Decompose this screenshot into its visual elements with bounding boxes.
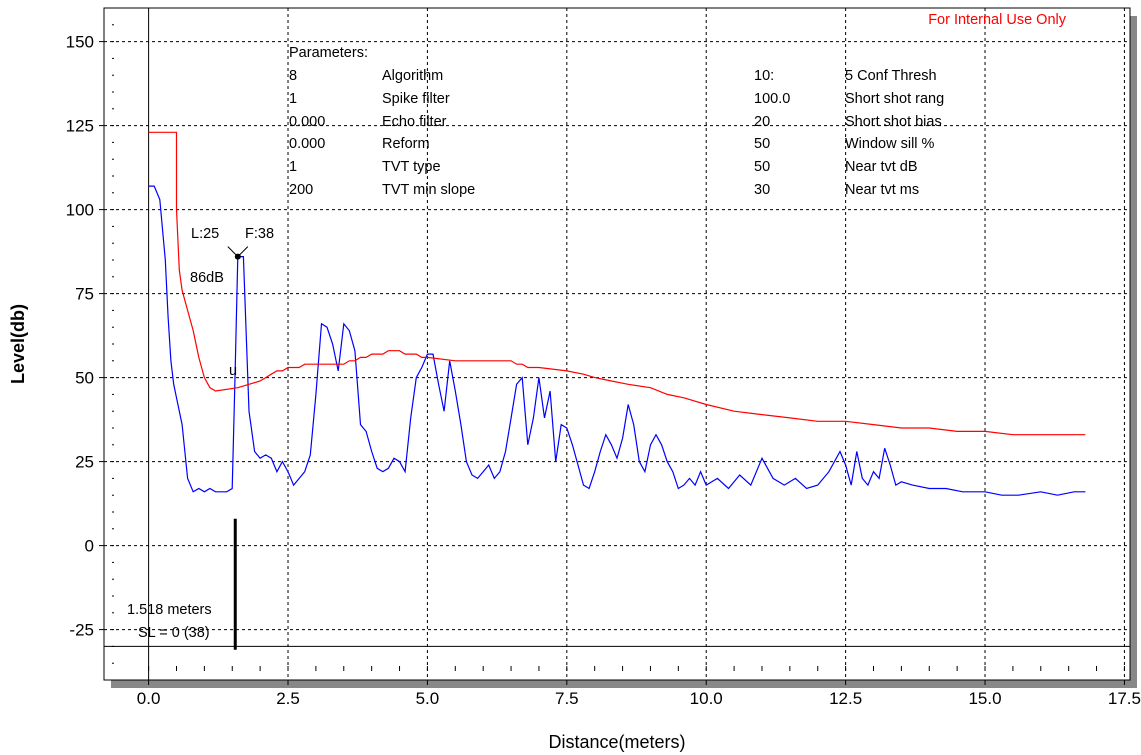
y-tick-label: 25: [75, 453, 94, 472]
x-tick-label: 12.5: [829, 689, 862, 708]
param-left-name: Echo filter: [382, 114, 447, 130]
echo-left-label: L:25: [191, 226, 219, 242]
parameters-panel: Parameters: 8 Algorithm 1 Spike filter 0…: [289, 45, 944, 198]
param-right-value: 30: [754, 182, 770, 198]
x-tick-label: 10.0: [690, 689, 723, 708]
grid-lines: [104, 7, 1130, 681]
param-left-name: TVT type: [382, 159, 441, 175]
sl-label: SL = 0 (38): [138, 625, 210, 641]
param-right-name: Short shot bias: [845, 114, 942, 130]
param-left-name: Algorithm: [382, 68, 443, 84]
param-right-name: Short shot rang: [845, 91, 944, 107]
distance-label: 1.518 meters: [127, 602, 212, 618]
parameters-heading: Parameters:: [289, 45, 368, 61]
param-left-name: Reform: [382, 136, 430, 152]
param-left-value: 8: [289, 68, 297, 84]
y-tick-label: 100: [66, 201, 94, 220]
internal-use-notice: For Internal Use Only: [928, 12, 1067, 28]
param-left-value: 0.000: [289, 136, 325, 152]
param-left-value: 1: [289, 91, 297, 107]
y-tick-label: 125: [66, 117, 94, 136]
param-left-value: 200: [289, 182, 313, 198]
param-left-name: Spike filter: [382, 91, 450, 107]
param-right-name: Window sill %: [845, 136, 935, 152]
window-mark-label: u: [229, 363, 237, 379]
param-right-value: 50: [754, 136, 770, 152]
echo-level-label: 86dB: [190, 270, 224, 286]
zero-axes: [104, 8, 1130, 680]
x-tick-label: 2.5: [276, 689, 300, 708]
x-tick-label: 17.5: [1108, 689, 1141, 708]
param-left-value: 0.000: [289, 114, 325, 130]
param-left-value: 1: [289, 159, 297, 175]
y-tick-label: 75: [75, 285, 94, 304]
param-right-value: 50: [754, 159, 770, 175]
y-tick-label: 150: [66, 33, 94, 52]
param-right-name: Near tvt dB: [845, 159, 918, 175]
x-tick-label: 0.0: [137, 689, 161, 708]
tick-labels: 0.0 2.5 5.0 7.5 10.0 12.5 15.0 17.5-25025507510…: [66, 33, 1141, 708]
y-axis-title: Level(db): [8, 304, 28, 384]
param-right-name: 5 Conf Thresh: [845, 68, 937, 84]
x-axis-title: Distance(meters): [548, 732, 685, 752]
param-left-name: TVT min slope: [382, 182, 475, 198]
param-right-value: 10:: [754, 68, 774, 84]
y-tick-label: 50: [75, 369, 94, 388]
echo-marker: [227, 246, 249, 260]
param-right-value: 100.0: [754, 91, 790, 107]
echo-profile-line: [148, 185, 1086, 496]
x-tick-label: 15.0: [968, 689, 1001, 708]
x-tick-label: 7.5: [555, 689, 579, 708]
plot-frame: [103, 7, 1131, 681]
param-right-name: Near tvt ms: [845, 182, 919, 198]
echo-point-marker: [234, 253, 241, 260]
y-tick-label: -25: [69, 621, 94, 640]
y-tick-label: 0: [85, 537, 94, 556]
x-tick-label: 5.0: [416, 689, 440, 708]
param-right-value: 20: [754, 114, 770, 130]
echo-front-label: F:38: [245, 226, 274, 242]
tvt-curve-line: [148, 131, 1086, 436]
